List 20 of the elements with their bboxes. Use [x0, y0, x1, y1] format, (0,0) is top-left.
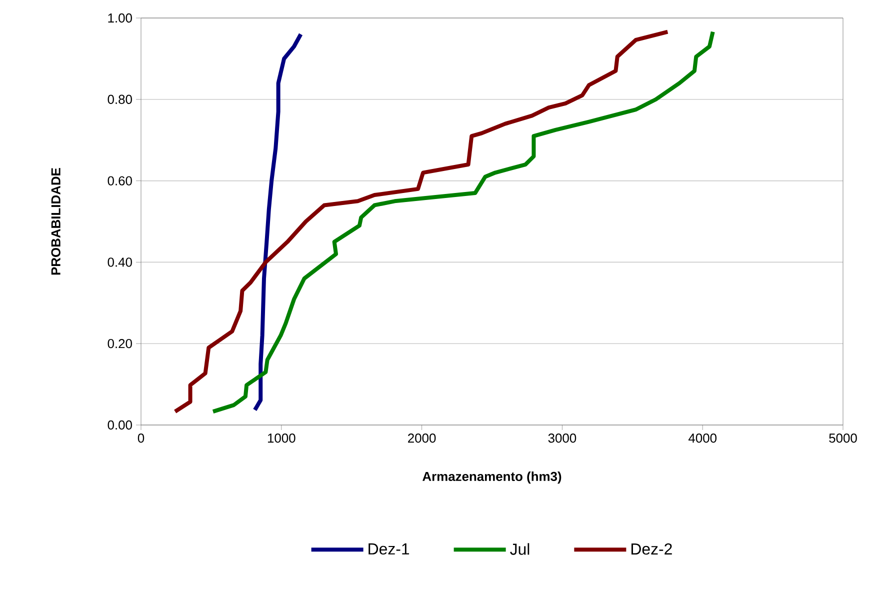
line-series [252, 32, 303, 412]
x-tick-label: 1000 [268, 434, 296, 443]
legend-label: Jul [510, 543, 530, 555]
legend-label: Dez-2 [631, 543, 672, 555]
y-tick-label: 0.60 [108, 176, 132, 186]
y-tick-label: 0.00 [108, 420, 132, 430]
y-axis-title: PROBABILIDADE [51, 168, 60, 275]
y-tick-label: 1.00 [108, 13, 132, 23]
x-axis-title: Armazenamento (hm3) [422, 472, 562, 484]
x-tick-label: 4000 [688, 434, 717, 443]
line-series [173, 30, 670, 414]
x-tick-label: 3000 [548, 434, 576, 443]
y-tick-label: 0.20 [108, 339, 132, 348]
legend-label: Dez-1 [368, 543, 410, 555]
x-tick-label: 0 [138, 434, 144, 443]
y-tick-label: 0.80 [108, 94, 132, 104]
x-tick-label: 5000 [829, 434, 857, 443]
x-tick-label: 2000 [408, 434, 436, 443]
y-tick-label: 0.40 [108, 258, 132, 267]
line-series [211, 30, 715, 414]
